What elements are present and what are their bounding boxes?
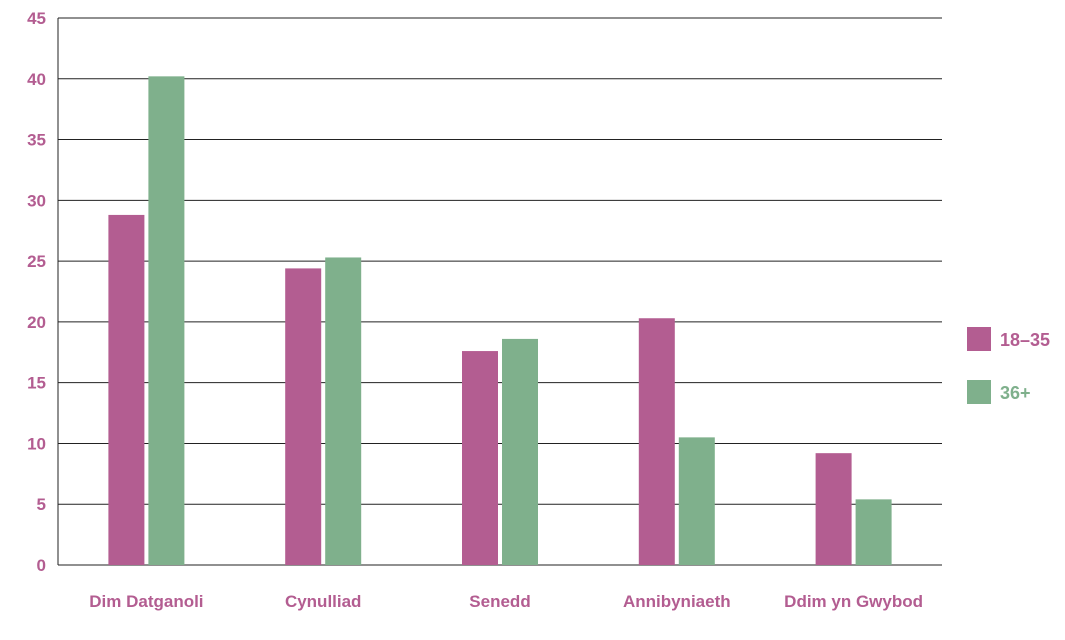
y-tick-label: 0 bbox=[37, 556, 46, 575]
y-tick-label: 30 bbox=[27, 191, 46, 210]
bar-36-plus bbox=[855, 499, 892, 565]
y-tick-label: 15 bbox=[27, 374, 46, 393]
x-category-label: Annibyniaeth bbox=[623, 592, 731, 611]
bar-18-35 bbox=[462, 351, 498, 565]
bar-36-plus bbox=[502, 338, 538, 565]
bar-36-plus bbox=[325, 257, 362, 565]
y-tick-label: 5 bbox=[37, 495, 46, 514]
gridlines bbox=[58, 17, 942, 566]
bar-18-35 bbox=[108, 214, 145, 566]
y-tick-label: 45 bbox=[27, 9, 46, 28]
x-category-label: Dim Datganoli bbox=[89, 592, 203, 611]
legend-swatch-36-plus bbox=[967, 380, 991, 404]
legend-label-18-35: 18–35 bbox=[1000, 330, 1050, 350]
y-tick-label: 40 bbox=[27, 70, 46, 89]
y-axis-ticks: 0 5 10 15 20 25 30 35 40 45 bbox=[27, 9, 46, 575]
x-category-label: Cynulliad bbox=[285, 592, 362, 611]
legend-label-36-plus: 36+ bbox=[1000, 383, 1031, 403]
bar-18-35 bbox=[815, 453, 852, 565]
legend: 18–35 36+ bbox=[967, 327, 1050, 404]
y-tick-label: 35 bbox=[27, 131, 46, 150]
y-tick-label: 10 bbox=[27, 434, 46, 453]
bar-36-plus bbox=[678, 437, 715, 565]
y-tick-label: 20 bbox=[27, 313, 46, 332]
x-category-label: Senedd bbox=[469, 592, 530, 611]
y-tick-label: 25 bbox=[27, 252, 46, 271]
bar-36-plus bbox=[148, 76, 185, 565]
legend-swatch-18-35 bbox=[967, 327, 991, 351]
bar-18-35 bbox=[285, 268, 322, 565]
x-category-label: Ddim yn Gwybod bbox=[784, 592, 923, 611]
bars bbox=[108, 76, 892, 566]
bar-18-35 bbox=[638, 318, 675, 565]
x-axis-categories: Dim Datganoli Cynulliad Senedd Annibyniaeth… bbox=[89, 592, 923, 611]
